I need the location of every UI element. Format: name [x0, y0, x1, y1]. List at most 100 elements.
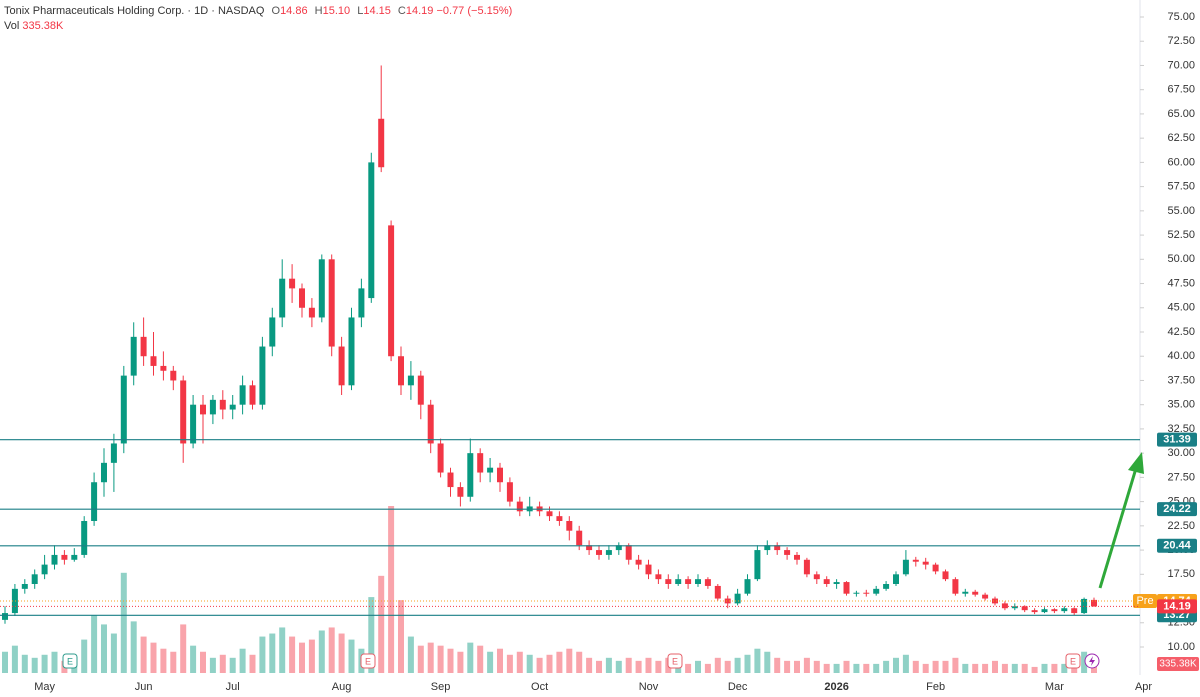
- candle-body: [556, 516, 563, 521]
- x-tick-label: Mar: [1045, 681, 1064, 693]
- y-tick-label: 45.00: [1167, 302, 1195, 314]
- volume-bar: [893, 657, 899, 673]
- volume-bar: [110, 633, 117, 673]
- volume-bar: [1001, 663, 1008, 673]
- ohlc-value: 14.86: [280, 5, 308, 17]
- candle-body: [774, 545, 781, 551]
- volume-bar: [992, 660, 998, 673]
- candle-body: [952, 579, 959, 594]
- volume-bar: [1051, 663, 1058, 673]
- candle-body: [1041, 609, 1048, 613]
- candle-body: [546, 511, 553, 517]
- ohlc-key: C: [397, 5, 406, 17]
- y-tick-label: 67.50: [1167, 84, 1195, 96]
- volume-bar: [586, 657, 593, 673]
- volume-bar: [180, 624, 187, 673]
- candle-body: [239, 385, 246, 405]
- volume-bar: [714, 657, 721, 673]
- candle-body: [675, 579, 682, 584]
- candle-body: [645, 564, 652, 575]
- volume-bar: [655, 660, 662, 673]
- volume-bar: [615, 660, 622, 673]
- volume-bar: [853, 663, 860, 673]
- volume-bar: [833, 663, 840, 673]
- x-tick-label: Dec: [728, 681, 748, 693]
- y-tick-label: 10.00: [1167, 641, 1195, 653]
- volume-bar: [467, 642, 474, 673]
- x-tick-label: 2026: [824, 681, 848, 693]
- candle-body: [328, 259, 335, 347]
- candle-body: [1091, 599, 1097, 607]
- y-tick-label: 57.50: [1167, 181, 1195, 193]
- volume-bar: [160, 648, 167, 673]
- candle-body: [229, 404, 236, 410]
- candle-body: [190, 404, 197, 444]
- earnings-label: E: [1070, 656, 1076, 666]
- volume-bar: [823, 663, 830, 673]
- volume-key: Vol: [4, 20, 20, 32]
- y-tick-label: 22.50: [1167, 520, 1195, 532]
- earnings-icon: E: [1065, 653, 1081, 669]
- volume-bar: [2, 651, 8, 673]
- volume-bar: [734, 657, 741, 673]
- volume-bar: [576, 651, 583, 673]
- candle-body: [754, 550, 761, 580]
- y-tick-label: 17.50: [1167, 568, 1195, 580]
- volume-bar: [1061, 663, 1068, 673]
- candle-body: [180, 380, 187, 444]
- candle-body: [61, 554, 68, 560]
- candle-body: [338, 346, 345, 386]
- y-tick-label: 55.00: [1167, 205, 1195, 217]
- candle-body: [704, 579, 711, 586]
- candle-body: [71, 554, 78, 560]
- volume-bar: [982, 663, 989, 673]
- candle-body: [625, 545, 632, 560]
- x-tick-label: Apr: [1135, 681, 1152, 693]
- pre-label-box: [1133, 594, 1157, 609]
- ohlc-value: 14.19: [405, 5, 434, 17]
- candle-body: [2, 613, 8, 620]
- earnings-icon: E: [667, 653, 683, 669]
- ohlc-value: 15.10: [322, 5, 351, 17]
- candle-body: [1021, 606, 1028, 611]
- volume-bar: [902, 654, 909, 673]
- volume-bar: [457, 651, 464, 673]
- candle-body: [685, 579, 692, 584]
- candle-body: [318, 259, 325, 318]
- header-line: Tonix Pharmaceuticals Holding Corp. · 1D…: [4, 4, 512, 19]
- candle-body: [794, 554, 800, 560]
- volume-bar: [378, 575, 385, 673]
- candle-body: [932, 564, 939, 572]
- y-tick-label: 60.00: [1167, 156, 1195, 168]
- volume-bar: [704, 663, 711, 673]
- volume-bar: [883, 660, 890, 673]
- volume-bar: [744, 654, 751, 673]
- earnings-label: E: [672, 656, 678, 666]
- candle-body: [467, 453, 474, 497]
- candle-body: [972, 591, 979, 595]
- volume-bar: [368, 597, 375, 673]
- volume-bar: [447, 648, 454, 673]
- candle-body: [714, 585, 721, 599]
- candle-body: [1071, 608, 1078, 614]
- candle-body: [41, 564, 48, 575]
- x-tick-label: Jun: [135, 681, 153, 693]
- level-label: 20.44: [1163, 540, 1191, 552]
- volume-bar: [764, 651, 771, 673]
- y-tick-label: 65.00: [1167, 108, 1195, 120]
- candle-body: [734, 593, 741, 604]
- candle-body: [596, 550, 602, 555]
- volume-bar: [289, 636, 296, 673]
- candle-body: [873, 588, 880, 594]
- annotation-arrowhead: [1128, 452, 1144, 474]
- volume-bar: [338, 633, 345, 673]
- ohlc-key: L: [357, 5, 364, 17]
- y-tick-label: 70.00: [1167, 59, 1195, 71]
- volume-bar: [398, 600, 404, 673]
- volume-bar: [556, 651, 563, 673]
- candle-body: [586, 545, 593, 551]
- volume-bar: [101, 624, 107, 673]
- volume-bar: [625, 657, 632, 673]
